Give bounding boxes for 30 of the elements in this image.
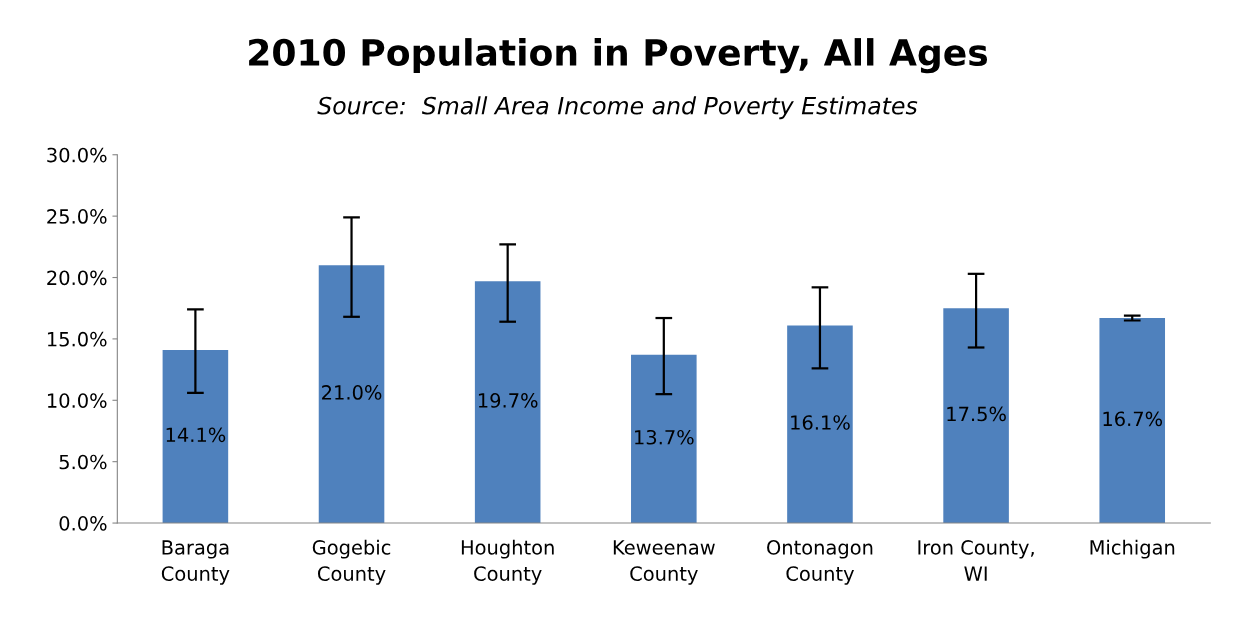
bar (162, 349, 229, 524)
chart-title: 2010 Population in Poverty, All Ages (249, 38, 988, 74)
data-label: 17.5% (947, 406, 1006, 422)
bar (474, 281, 541, 524)
bar (1099, 318, 1166, 524)
y-tick-label: 30.0% (47, 147, 107, 163)
x-tick-label: Baraga County (161, 540, 230, 585)
x-tick-label: Keweenaw County (613, 540, 715, 585)
data-label: 21.0% (322, 385, 382, 400)
x-tick-label: Iron County, WI (918, 540, 1034, 581)
y-tick-label: 20.0% (47, 270, 107, 286)
data-label: 13.7% (635, 429, 694, 445)
x-tick-label: Michigan (1090, 539, 1175, 559)
bar (318, 265, 385, 524)
chart-subtitle: Source: Small Area Income and Poverty Estimates (317, 96, 918, 120)
data-label: 16.1% (791, 415, 850, 430)
bar (787, 325, 853, 524)
y-tick-label: 0.0% (59, 516, 107, 531)
bar (631, 354, 697, 524)
x-tick-label: Ontonagon County (767, 540, 873, 585)
y-tick-label: 25.0% (47, 209, 107, 224)
x-tick-label: Gogebic County (312, 539, 391, 585)
data-label: 14.1% (166, 427, 226, 443)
bar (943, 308, 1009, 524)
x-tick-label: Houghton County (461, 539, 554, 585)
y-tick-label: 5.0% (59, 454, 107, 470)
data-label: 19.7% (478, 393, 538, 408)
y-tick-label: 10.0% (47, 393, 107, 408)
data-label: 16.7% (1103, 411, 1163, 427)
y-tick-label: 15.0% (47, 331, 107, 347)
